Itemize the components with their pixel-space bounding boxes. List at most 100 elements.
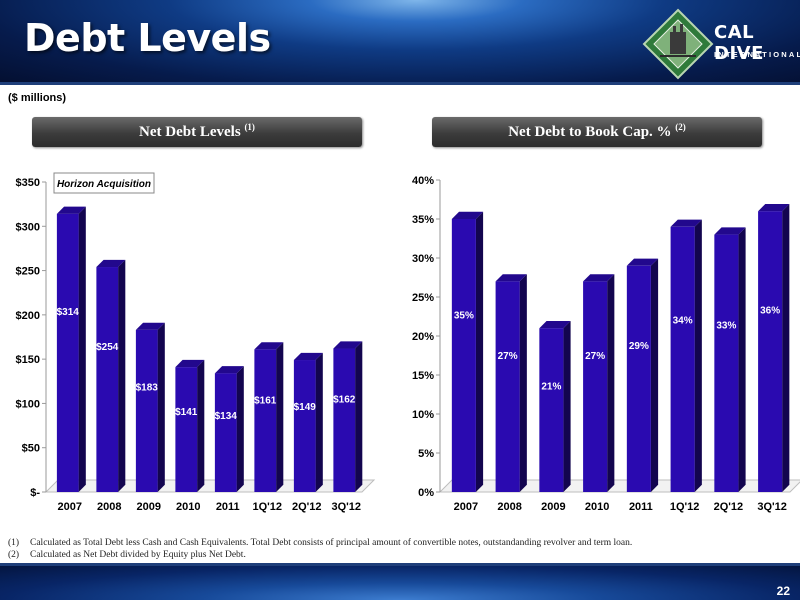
bar-1Q'12 (670, 219, 702, 493)
data-label: $141 (175, 407, 198, 418)
bar-face (293, 360, 316, 492)
net-debt-chart: $- $50 $100 $150 $200 $250 $300 $350 $314 2007 $25… (16, 172, 376, 513)
logo-diamond-icon (642, 8, 714, 80)
bar-side (236, 366, 244, 492)
bar-2009 (539, 321, 571, 492)
bar-2007 (451, 211, 484, 493)
bar-3Q'12 (333, 341, 363, 492)
x-tick-label: 1Q'12 (670, 501, 700, 513)
bar-top (670, 219, 702, 227)
bar-2009 (135, 322, 165, 492)
y-tick-label: 20% (412, 331, 434, 343)
x-tick-label: 2011 (629, 501, 653, 513)
bar-top (758, 204, 790, 212)
y-tick-label: $50 (22, 443, 40, 455)
y-tick-label: $150 (16, 354, 40, 366)
bar-top (175, 359, 205, 368)
bar-side (78, 206, 86, 492)
y-tick-label: 35% (412, 214, 434, 226)
y-tick-label: 10% (412, 409, 434, 421)
bar-side (355, 341, 363, 492)
y-tick-label: 25% (412, 292, 434, 304)
bar-top (583, 274, 615, 282)
bar-face (333, 348, 356, 492)
bar-top (451, 211, 484, 219)
data-label: 33% (716, 321, 736, 332)
x-tick-label: 3Q'12 (757, 501, 787, 513)
bar-face (175, 367, 198, 492)
chart-floor (438, 479, 800, 493)
bar-top (214, 366, 244, 374)
annotation-box (53, 172, 155, 194)
y-tick-label: $100 (16, 398, 40, 410)
data-label: $183 (136, 383, 159, 394)
bar-top (96, 259, 126, 268)
x-tick-label: 2Q'12 (292, 501, 322, 513)
bar-2011 (214, 366, 244, 492)
logo-wordmark: CAL DIVE (714, 22, 764, 64)
bar-2011 (626, 258, 659, 492)
bar-2010 (175, 359, 205, 492)
bar-side (519, 274, 527, 492)
right-chart-title-text: Net Debt to Book Cap. % (508, 124, 672, 140)
y-tick-label: 0% (418, 487, 434, 499)
y-tick-label: $250 (16, 266, 40, 278)
data-label: 29% (629, 341, 649, 352)
bar-face (626, 265, 651, 492)
x-tick-label: 2008 (497, 501, 521, 513)
footnote-2: (2) Calculated as Net Debt divided by Eq… (8, 549, 632, 561)
annotation-label: Horizon Acquisition (57, 179, 151, 190)
bar-side (276, 342, 284, 492)
bar-face (495, 281, 520, 492)
right-chart-footnote-ref: (2) (675, 122, 686, 132)
bar-1Q'12 (254, 342, 284, 492)
y-tick-label: 5% (418, 448, 434, 460)
x-tick-label: 2011 (216, 501, 240, 513)
bar-2Q'12 (714, 227, 746, 492)
data-label: 36% (760, 305, 780, 316)
logo-subtitle: INTERNATIONAL (714, 50, 800, 59)
chart-floor (44, 479, 376, 493)
data-label: $149 (294, 402, 317, 413)
bar-2008 (96, 259, 126, 492)
data-label: $314 (57, 307, 80, 318)
bar-side (694, 219, 702, 492)
bar-top (495, 274, 527, 282)
x-tick-label: 1Q'12 (252, 501, 282, 513)
header-divider (0, 82, 800, 85)
x-tick-label: 2010 (585, 501, 609, 513)
bar-top (333, 341, 363, 349)
net-debt-to-book-cap-chart: 0% 5% 10% 15% 20% 25% 30% 35% 40% 35% 2007 27% 2008 2… (412, 175, 800, 513)
bar-top (135, 322, 165, 330)
bar-3Q'12 (758, 204, 790, 492)
bar-top (539, 321, 571, 329)
bar-side (475, 211, 484, 493)
data-label: 35% (454, 311, 474, 322)
bar-side (563, 321, 571, 492)
y-tick-label: $300 (16, 221, 40, 233)
footnote-1-mark: (1) (8, 538, 20, 548)
data-label: 21% (541, 382, 561, 393)
data-label: 27% (498, 351, 518, 362)
page-title: Debt Levels (24, 16, 271, 60)
bar-2007 (56, 206, 86, 492)
bar-top (626, 258, 659, 266)
bar-2Q'12 (293, 352, 323, 492)
bar-side (315, 352, 323, 492)
left-chart-title: Net Debt Levels (1) (32, 117, 362, 147)
footer-banner (0, 566, 800, 600)
bar-face (539, 328, 564, 492)
data-label: 27% (585, 351, 605, 362)
bar-face (96, 267, 119, 492)
bar-top (56, 206, 86, 214)
bar-2010 (583, 274, 615, 492)
x-tick-label: 2007 (58, 501, 82, 513)
data-label: $161 (254, 395, 277, 406)
bar-side (782, 204, 790, 492)
x-tick-label: 2008 (97, 501, 121, 513)
bar-side (157, 322, 165, 492)
footnote-1-text: Calculated as Total Debt less Cash and C… (30, 538, 633, 548)
y-tick-label: $200 (16, 310, 40, 322)
bar-top (293, 352, 323, 361)
bar-top (254, 342, 284, 350)
